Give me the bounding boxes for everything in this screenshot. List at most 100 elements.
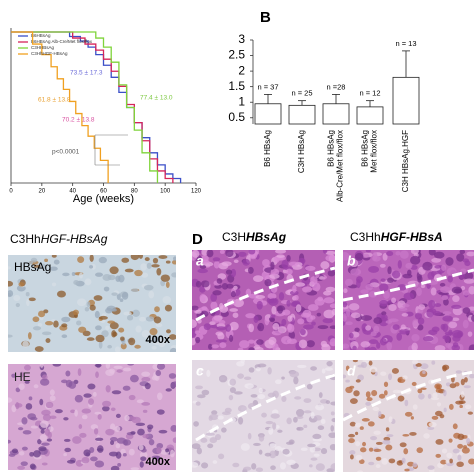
cell <box>378 393 386 399</box>
cell <box>286 255 291 262</box>
cell <box>118 327 125 333</box>
cell <box>349 385 355 389</box>
cell <box>388 416 393 423</box>
cell <box>412 360 419 365</box>
cell <box>81 414 88 420</box>
cell <box>321 368 326 374</box>
cell <box>27 332 32 340</box>
cell <box>46 438 53 442</box>
cell <box>411 381 417 387</box>
cell <box>286 323 295 333</box>
cell <box>78 326 87 333</box>
cell <box>310 315 316 320</box>
cell <box>375 441 383 445</box>
cell <box>324 367 334 371</box>
cell <box>281 318 287 326</box>
cell <box>105 325 110 331</box>
cell <box>111 390 122 395</box>
cell <box>434 410 443 417</box>
cell <box>152 336 160 343</box>
cell <box>264 279 272 287</box>
cell <box>320 418 326 425</box>
cell <box>323 309 335 319</box>
cell <box>61 379 68 384</box>
cell <box>349 398 358 404</box>
cell <box>427 393 432 399</box>
cell <box>211 344 219 349</box>
cell <box>74 409 78 417</box>
cell <box>89 255 94 262</box>
cell <box>460 285 466 291</box>
cell <box>126 314 134 321</box>
cell <box>42 413 51 422</box>
cell <box>128 394 136 401</box>
cell <box>392 324 400 330</box>
cell <box>14 403 23 408</box>
cell <box>169 347 176 352</box>
cell <box>110 308 117 312</box>
cell <box>319 276 325 280</box>
cell <box>468 286 474 295</box>
cell <box>359 426 364 430</box>
cell <box>410 416 414 420</box>
cell <box>120 336 125 341</box>
cell <box>15 387 21 393</box>
cell <box>295 282 306 287</box>
cell <box>49 266 58 271</box>
cell <box>148 439 155 446</box>
cell <box>256 300 263 310</box>
cell <box>8 397 13 403</box>
cell <box>96 448 104 452</box>
cell <box>142 433 149 439</box>
cell <box>281 309 291 316</box>
x-tick-label: 100 <box>160 189 171 195</box>
cell <box>61 316 71 323</box>
cell <box>399 250 409 259</box>
cell <box>441 264 447 271</box>
cell <box>165 388 172 392</box>
cell <box>114 425 121 432</box>
cell <box>164 304 173 312</box>
y-tick-label: 3 <box>238 32 245 46</box>
cell <box>216 326 227 331</box>
cell <box>303 410 312 414</box>
cell <box>375 464 381 469</box>
cell <box>61 334 68 339</box>
cell <box>360 289 369 294</box>
cell <box>449 403 454 410</box>
cell <box>87 383 96 390</box>
cell <box>317 425 325 431</box>
cell <box>382 252 388 261</box>
cell <box>418 393 425 400</box>
n-label: n = 12 <box>359 89 380 98</box>
cell <box>368 339 379 345</box>
cell <box>253 275 264 283</box>
cell <box>459 250 466 254</box>
cell <box>325 254 335 262</box>
stain-label: HBsAg <box>14 260 51 274</box>
cell <box>402 433 410 437</box>
survival-curve <box>11 31 109 183</box>
bar <box>356 106 384 125</box>
cell <box>206 250 214 258</box>
cell <box>149 328 158 336</box>
cell <box>386 434 394 438</box>
cell <box>355 431 359 436</box>
cell <box>72 309 79 316</box>
cell <box>117 463 122 467</box>
cell <box>420 363 429 370</box>
cell <box>208 343 213 350</box>
cell <box>428 299 436 309</box>
cell <box>348 438 355 444</box>
cell <box>45 321 54 326</box>
cell <box>397 378 402 383</box>
cell <box>92 391 97 397</box>
cell <box>38 446 47 452</box>
cell <box>49 395 56 402</box>
cell <box>102 405 110 412</box>
cell <box>471 314 474 322</box>
cell <box>306 383 313 390</box>
cell <box>40 429 45 434</box>
cell <box>219 302 224 310</box>
cell <box>37 323 43 327</box>
